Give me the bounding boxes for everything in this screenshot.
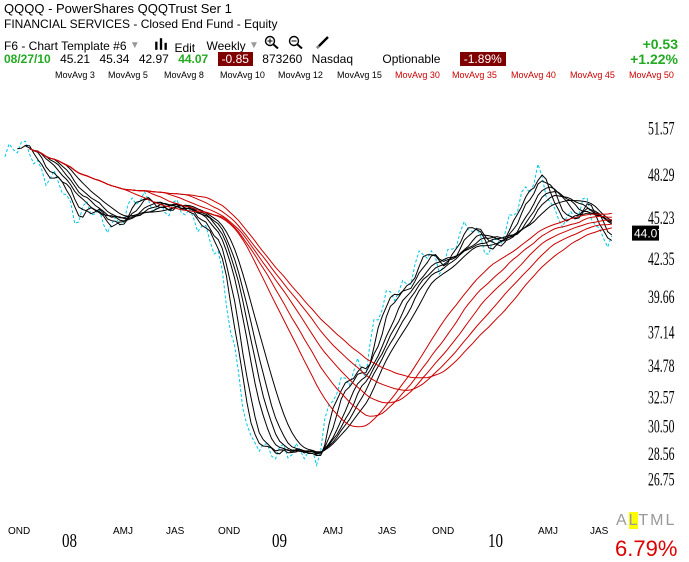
- altml-letter: A: [616, 512, 629, 529]
- y-tick-label: 37.14: [648, 323, 675, 343]
- ma-label: MovAvg 35: [452, 70, 497, 80]
- quote-row: 08/27/10 45.21 45.34 42.97 44.07 -0.85 8…: [4, 52, 512, 66]
- optionable-label: Optionable: [382, 52, 441, 66]
- template-select[interactable]: F6 - Chart Template #6: [4, 38, 127, 53]
- x-tick-label: AMJ: [538, 526, 558, 537]
- y-tick-label: 42.35: [648, 249, 675, 269]
- chart-lines: [4, 140, 613, 467]
- ma-3-line: [17, 144, 613, 457]
- ma-label: MovAvg 10: [220, 70, 265, 80]
- toolbar: F6 - Chart Template #6 ▼ Edit Weekly ▼: [4, 35, 333, 55]
- net-change-value: +0.53: [642, 36, 678, 52]
- quote-date: 08/27/10: [4, 52, 51, 66]
- last-price-marker: 44.07: [632, 225, 664, 241]
- edit-label: Edit: [174, 40, 196, 55]
- ma-label: MovAvg 8: [164, 70, 204, 80]
- quote-change: -0.85: [217, 52, 253, 66]
- ma-50-line: [29, 148, 612, 379]
- ma-8-line: [29, 148, 613, 455]
- x-year-label: 08: [62, 530, 77, 552]
- quote-close: 44.07: [178, 52, 209, 66]
- x-year-label: 09: [272, 530, 287, 552]
- last-price-box: [632, 225, 659, 241]
- net-change: +0.53 +1.22%: [630, 37, 678, 67]
- ma-12-line: [29, 148, 612, 454]
- zoom-out-icon[interactable]: [288, 35, 304, 50]
- y-tick-label: 32.57: [648, 388, 675, 408]
- quote-low: 42.97: [138, 52, 169, 66]
- y-tick-label: 34.78: [648, 356, 675, 376]
- price-series: [4, 140, 613, 467]
- bottom-percent: 6.79%: [615, 536, 678, 561]
- ma-label: MovAvg 12: [278, 70, 323, 80]
- y-tick-label: 28.56: [648, 444, 675, 464]
- edit-button[interactable]: Edit: [151, 37, 195, 55]
- quote-volume: 873260: [262, 52, 303, 66]
- subcategory: Closed End Fund - Equity: [140, 17, 278, 31]
- y-tick-label: 51.57: [648, 119, 675, 139]
- quote-pct-change: -1.89%: [459, 52, 506, 66]
- chevron-down-icon[interactable]: ▼: [248, 40, 259, 52]
- altml-letter: T: [638, 512, 651, 529]
- category: FINANCIAL SERVICES: [4, 17, 131, 31]
- ma-15-line: [29, 148, 613, 453]
- ma-label: MovAvg 30: [395, 70, 440, 80]
- ma-35-line: [29, 148, 612, 417]
- x-tick-label: AMJ: [113, 526, 133, 537]
- net-change-pct: +1.22%: [630, 51, 678, 67]
- ma-label: MovAvg 40: [511, 70, 556, 80]
- ma-5-line: [25, 145, 613, 456]
- x-tick-label: JAS: [166, 526, 185, 537]
- y-tick-label: 39.66: [648, 287, 675, 307]
- quote-exchange: Nasdaq: [311, 52, 354, 66]
- x-tick-label: JAS: [590, 526, 609, 537]
- x-tick-label: AMJ: [323, 526, 343, 537]
- ma-label: MovAvg 50: [629, 70, 674, 80]
- x-tick-label: OND: [8, 526, 31, 537]
- category-row: FINANCIAL SERVICES - Closed End Fund - E…: [4, 17, 278, 31]
- zoom-in-icon[interactable]: [264, 35, 280, 50]
- last-price-label: 44.07: [634, 227, 664, 241]
- y-axis: 51.57 48.29 45.23 42.35 39.66 37.14 34.78 32.57…: [648, 119, 675, 491]
- quote-high: 45.34: [99, 52, 130, 66]
- bar-chart-icon: [155, 38, 167, 50]
- ma-label: MovAvg 45: [570, 70, 615, 80]
- ma-45-line: [29, 148, 612, 391]
- y-tick-label: 45.23: [648, 209, 675, 229]
- altml-letter: L: [665, 512, 677, 529]
- x-tick-label: OND: [432, 526, 455, 537]
- period-select[interactable]: Weekly: [206, 38, 246, 53]
- x-year-label: 10: [488, 530, 503, 552]
- ma-label: MovAvg 15: [337, 70, 382, 80]
- altml-indicator[interactable]: ALTML: [616, 512, 676, 530]
- title-row: QQQQ - PowerShares QQQTrust Ser 1: [4, 1, 232, 16]
- altml-letter: L: [628, 512, 639, 529]
- ma-30-line: [29, 148, 612, 428]
- y-tick-label: 48.29: [648, 165, 675, 185]
- y-tick-label: 30.50: [648, 417, 675, 437]
- altml-letter: M: [650, 512, 666, 529]
- ma-10-line: [29, 148, 613, 454]
- y-tick-label: 26.75: [648, 470, 675, 490]
- quote-open: 45.21: [60, 52, 91, 66]
- pencil-icon[interactable]: [315, 35, 331, 49]
- title-sep: -: [44, 1, 57, 16]
- ma-label: MovAvg 3: [55, 70, 95, 80]
- x-tick-label: OND: [218, 526, 241, 537]
- symbol: QQQQ: [4, 1, 45, 16]
- x-tick-label: JAS: [378, 526, 397, 537]
- chevron-down-icon[interactable]: ▼: [129, 40, 140, 52]
- ma-label: MovAvg 5: [108, 70, 148, 80]
- ma-legend: MovAvg 3 MovAvg 5 MovAvg 8 MovAvg 10 Mov…: [0, 70, 689, 82]
- security-name: PowerShares QQQTrust Ser 1: [56, 1, 232, 16]
